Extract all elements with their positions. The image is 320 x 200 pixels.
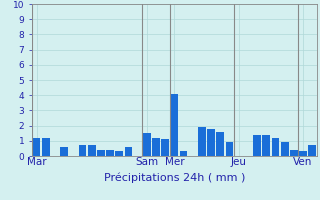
Bar: [216, 132, 224, 156]
Bar: [79, 145, 86, 156]
Bar: [171, 94, 178, 156]
Bar: [272, 138, 279, 156]
Bar: [198, 127, 206, 156]
Bar: [226, 142, 233, 156]
Bar: [299, 151, 307, 156]
Bar: [180, 151, 188, 156]
Bar: [253, 135, 261, 156]
Bar: [262, 135, 270, 156]
Bar: [116, 151, 123, 156]
X-axis label: Précipitations 24h ( mm ): Précipitations 24h ( mm ): [104, 173, 245, 183]
Bar: [33, 138, 41, 156]
Bar: [42, 138, 50, 156]
Bar: [88, 145, 96, 156]
Bar: [152, 138, 160, 156]
Bar: [97, 150, 105, 156]
Bar: [281, 142, 289, 156]
Bar: [124, 147, 132, 156]
Bar: [143, 133, 151, 156]
Bar: [290, 150, 298, 156]
Bar: [207, 129, 215, 156]
Bar: [106, 150, 114, 156]
Bar: [308, 145, 316, 156]
Bar: [60, 147, 68, 156]
Bar: [161, 139, 169, 156]
